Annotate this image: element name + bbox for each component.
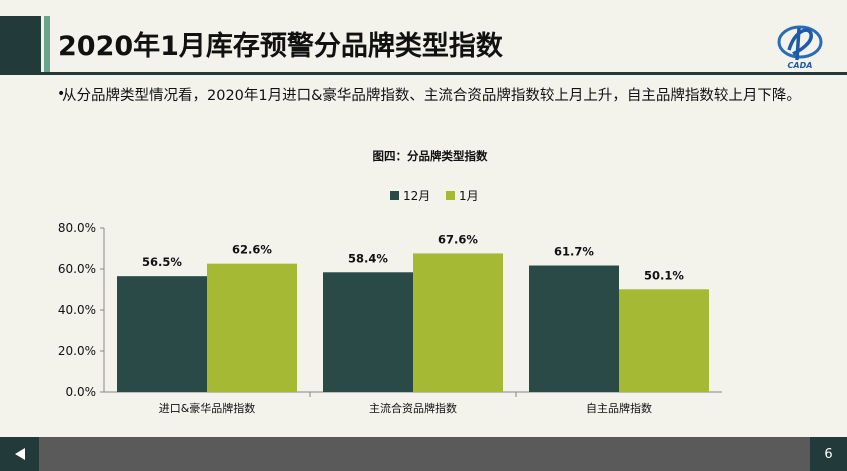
- title-accent-dark: [0, 16, 41, 72]
- bar-value-label: 58.4%: [348, 251, 388, 265]
- x-category-label: 主流合资品牌指数: [369, 401, 457, 415]
- y-tick-label: 0.0%: [66, 385, 97, 399]
- x-category-label: 自主品牌指数: [586, 401, 652, 415]
- cada-logo-icon: CADA: [777, 25, 823, 70]
- bullet-marker: •: [57, 86, 66, 102]
- page-number: 6: [810, 437, 847, 471]
- left-triangle-icon: [14, 448, 25, 460]
- title-divider: [0, 72, 847, 75]
- title-accent-green: [44, 16, 50, 72]
- bar-jan: [413, 253, 503, 392]
- x-category-label: 进口&豪华品牌指数: [159, 401, 256, 415]
- legend-label-jan: 1月: [459, 189, 479, 203]
- y-tick-label: 40.0%: [58, 303, 96, 317]
- prev-slide-button[interactable]: [0, 437, 39, 471]
- y-tick-label: 60.0%: [58, 262, 96, 276]
- legend-label-dec: 12月: [403, 189, 430, 203]
- title-bar: [0, 16, 847, 72]
- bar-jan: [619, 289, 709, 392]
- chart-title: 图四：分品牌类型指数: [373, 149, 488, 163]
- bar-value-label: 50.1%: [644, 268, 684, 282]
- x-axis-labels: 进口&豪华品牌指数 主流合资品牌指数 自主品牌指数: [159, 392, 652, 415]
- svg-text:CADA: CADA: [788, 61, 813, 70]
- body-paragraph: 从分品牌类型情况看，2020年1月进口&豪华品牌指数、主流合资品牌指数较上月上升…: [62, 88, 801, 104]
- legend-swatch-dec: [390, 191, 399, 200]
- bar-value-label: 67.6%: [438, 232, 478, 246]
- bar-value-label: 62.6%: [232, 243, 272, 257]
- page-title: 2020年1月库存预警分品牌类型指数: [58, 31, 503, 62]
- y-tick-label: 20.0%: [58, 344, 96, 358]
- bar-dec: [323, 272, 413, 392]
- bar-value-label: 61.7%: [554, 245, 594, 259]
- bar-dec: [529, 265, 619, 392]
- y-tick-label: 80.0%: [58, 221, 96, 235]
- y-axis-ticks: 0.0% 20.0% 40.0% 60.0% 80.0%: [58, 221, 104, 399]
- footer-strip: [39, 437, 810, 471]
- bar-value-label: 56.5%: [142, 255, 182, 269]
- legend-swatch-jan: [446, 191, 455, 200]
- bar-jan: [207, 263, 297, 392]
- bar-chart: 图四：分品牌类型指数 12月 1月 0.0% 20.0% 40.0% 60.0% 80.…: [58, 149, 722, 415]
- chart-legend: 12月 1月: [390, 189, 479, 203]
- bar-dec: [117, 276, 207, 392]
- bar-group: 56.5% 62.6% 58.4% 67.6% 61.7% 50.1%: [117, 232, 709, 392]
